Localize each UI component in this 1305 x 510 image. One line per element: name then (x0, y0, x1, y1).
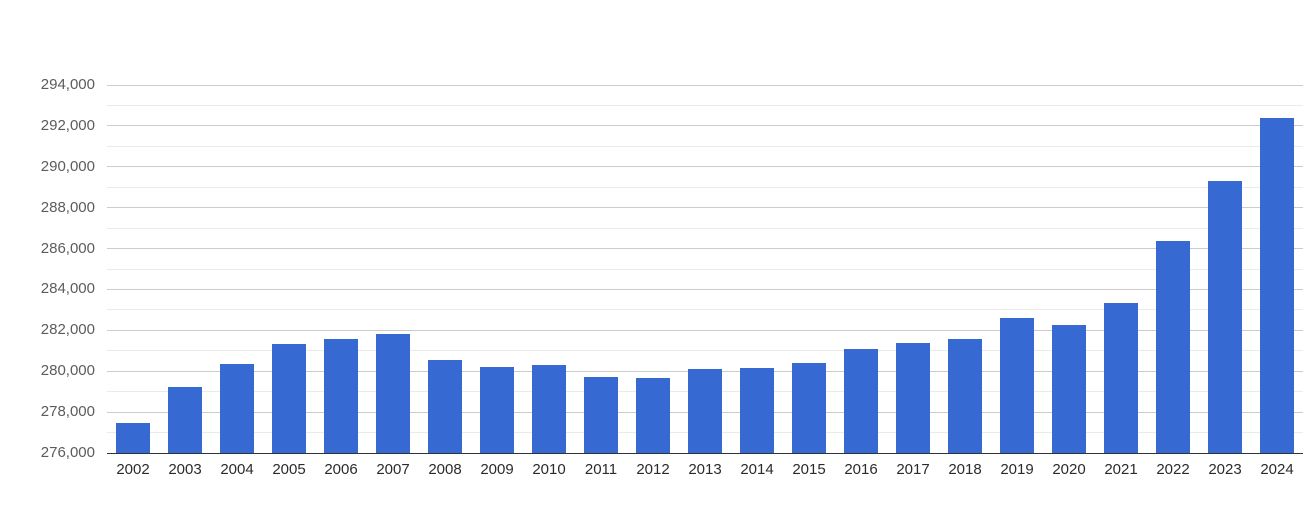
bar-2007[interactable] (376, 334, 410, 453)
bar-slot-2021 (1095, 85, 1147, 453)
bar-2016[interactable] (844, 348, 878, 453)
bar-2019[interactable] (1000, 318, 1034, 453)
bar-2002[interactable] (116, 423, 150, 453)
minor-gridline-293000 (107, 104, 1303, 106)
bar-slot-2020 (1043, 85, 1095, 453)
x-axis-label-2004: 2004 (220, 461, 254, 478)
bar-2005[interactable] (272, 343, 306, 453)
y-axis-tick-label-292000: 292,000 (40, 116, 95, 134)
bar-slot-2024 (1251, 85, 1303, 453)
minor-gridline-281000 (107, 350, 1303, 352)
x-axis-label-2009: 2009 (480, 461, 514, 478)
x-axis-label-2002: 2002 (116, 461, 150, 478)
major-gridline-286000 (107, 248, 1303, 250)
y-axis-tick-label-290000: 290,000 (40, 157, 95, 175)
major-gridline-282000 (107, 329, 1303, 331)
bar-2015[interactable] (792, 363, 826, 453)
x-axis-line (107, 453, 1303, 454)
bar-slot-2006 (315, 85, 367, 453)
y-axis-tick-label-294000: 294,000 (40, 76, 95, 93)
x-axis-label-2023: 2023 (1208, 461, 1242, 478)
x-axis-label-2019: 2019 (1000, 461, 1034, 478)
bar-slot-2013 (679, 85, 731, 453)
x-axis-label-2003: 2003 (168, 461, 202, 478)
minor-gridline-285000 (107, 268, 1303, 270)
y-axis-tick-label-276000: 276,000 (40, 444, 95, 461)
x-axis-label-2013: 2013 (688, 461, 722, 478)
x-axis-label-2007: 2007 (376, 461, 410, 478)
plot-area (107, 84, 1303, 454)
bars-group (107, 85, 1303, 453)
major-gridline-292000 (107, 125, 1303, 127)
major-gridline-288000 (107, 207, 1303, 209)
x-axis-label-2012: 2012 (636, 461, 670, 478)
bar-slot-2007 (367, 85, 419, 453)
bar-slot-2012 (627, 85, 679, 453)
bar-2023[interactable] (1208, 181, 1242, 453)
x-axis-label-2022: 2022 (1156, 461, 1190, 478)
bar-slot-2002 (107, 85, 159, 453)
bar-slot-2022 (1147, 85, 1199, 453)
bar-2010[interactable] (532, 365, 566, 453)
x-axis-label-2018: 2018 (948, 461, 982, 478)
bar-2004[interactable] (220, 364, 254, 453)
x-axis-label-2021: 2021 (1104, 461, 1138, 478)
bar-slot-2014 (731, 85, 783, 453)
bar-slot-2010 (523, 85, 575, 453)
bar-2024[interactable] (1260, 117, 1294, 453)
bar-slot-2016 (835, 85, 887, 453)
bar-2011[interactable] (584, 377, 618, 453)
x-axis-label-2016: 2016 (844, 461, 878, 478)
bar-slot-2009 (471, 85, 523, 453)
bar-2020[interactable] (1052, 325, 1086, 453)
major-gridline-294000 (107, 84, 1303, 86)
y-axis-tick-label-282000: 282,000 (40, 321, 95, 339)
bar-2017[interactable] (896, 342, 930, 453)
minor-gridline-287000 (107, 227, 1303, 229)
major-gridline-290000 (107, 166, 1303, 168)
x-axis-label-2008: 2008 (428, 461, 462, 478)
bar-2022[interactable] (1156, 241, 1190, 453)
y-axis-tick-label-278000: 278,000 (40, 403, 95, 421)
bar-slot-2003 (159, 85, 211, 453)
y-axis-tick-label-284000: 284,000 (40, 280, 95, 298)
bar-2009[interactable] (480, 367, 514, 453)
bar-slot-2019 (991, 85, 1043, 453)
bar-2018[interactable] (948, 338, 982, 453)
bar-2006[interactable] (324, 338, 358, 453)
bar-slot-2004 (211, 85, 263, 453)
y-axis-tick-label-280000: 280,000 (40, 362, 95, 380)
x-axis-label-2011: 2011 (584, 461, 618, 478)
bar-2012[interactable] (636, 378, 670, 453)
bar-2021[interactable] (1104, 302, 1138, 453)
bar-slot-2018 (939, 85, 991, 453)
x-axis-label-2006: 2006 (324, 461, 358, 478)
bar-2014[interactable] (740, 368, 774, 453)
bar-slot-2011 (575, 85, 627, 453)
x-axis-label-2024: 2024 (1260, 461, 1294, 478)
x-axis-label-2017: 2017 (896, 461, 930, 478)
major-gridline-284000 (107, 288, 1303, 290)
minor-gridline-291000 (107, 145, 1303, 147)
bar-2003[interactable] (168, 386, 202, 453)
y-axis-tick-label-288000: 288,000 (40, 198, 95, 216)
bar-2008[interactable] (428, 359, 462, 453)
minor-gridline-283000 (107, 309, 1303, 311)
x-axis-label-2020: 2020 (1052, 461, 1086, 478)
y-axis-tick-label-286000: 286,000 (40, 239, 95, 257)
bar-slot-2015 (783, 85, 835, 453)
x-axis-label-2010: 2010 (532, 461, 566, 478)
x-axis-label-2005: 2005 (272, 461, 306, 478)
bar-slot-2008 (419, 85, 471, 453)
x-axis-label-2015: 2015 (792, 461, 826, 478)
bar-slot-2023 (1199, 85, 1251, 453)
bar-slot-2017 (887, 85, 939, 453)
minor-gridline-289000 (107, 186, 1303, 188)
bar-slot-2005 (263, 85, 315, 453)
bar-2013[interactable] (688, 369, 722, 453)
x-axis-label-2014: 2014 (740, 461, 774, 478)
